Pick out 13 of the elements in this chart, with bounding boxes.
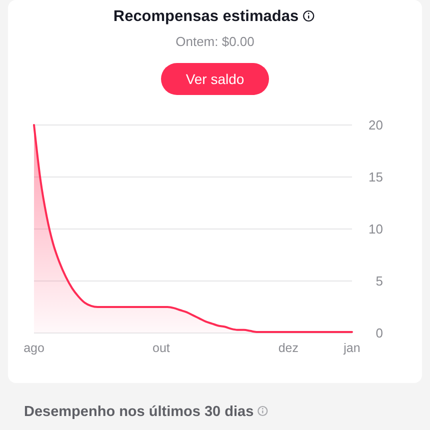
x-tick-label: out	[152, 341, 170, 355]
y-tick-label: 15	[368, 170, 383, 185]
y-tick-label: 10	[368, 222, 383, 237]
x-tick-label: jan	[342, 341, 360, 355]
text: Desempenho nos últimos 30 dias	[24, 404, 254, 420]
chart-title: Recompensas estimadas	[113, 8, 299, 25]
y-tick-label: 5	[376, 274, 383, 289]
x-tick-label: dez	[278, 341, 298, 355]
y-tick-label: 20	[368, 118, 383, 133]
text: Ver saldo	[186, 71, 244, 87]
y-tick-label: 0	[376, 326, 383, 341]
x-tick-label: ago	[24, 341, 44, 355]
chart-subtitle: Ontem: $0.00	[176, 34, 254, 49]
